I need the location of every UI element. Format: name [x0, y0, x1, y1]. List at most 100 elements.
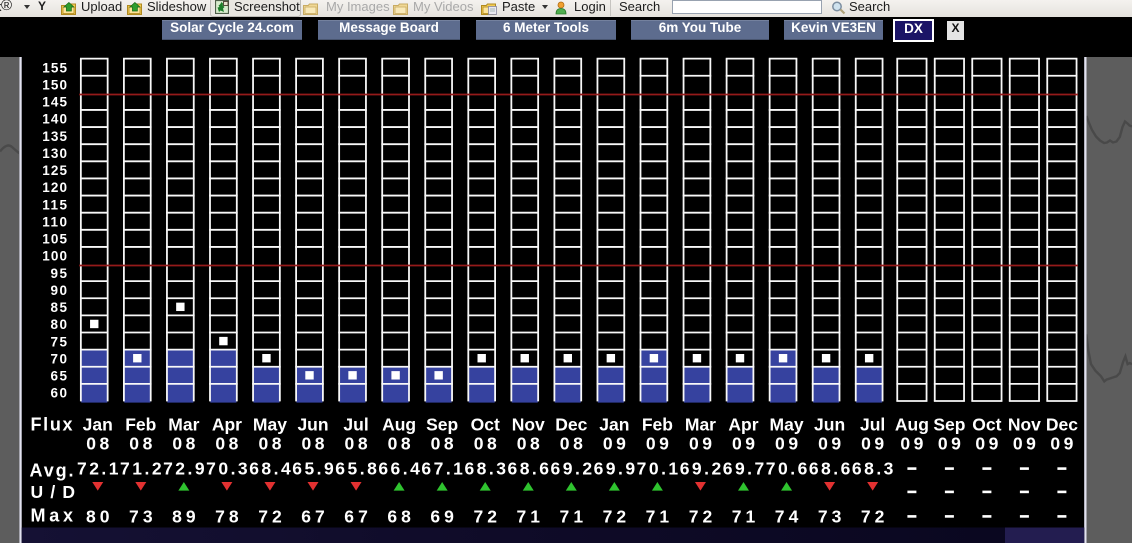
svg-text:Avg.: Avg.	[30, 461, 74, 481]
svg-text:Jul: Jul	[343, 414, 368, 434]
svg-text:71: 71	[560, 507, 584, 527]
svg-text:85: 85	[51, 300, 68, 315]
svg-text:May: May	[253, 414, 287, 434]
svg-text:73: 73	[818, 507, 842, 527]
svg-text:Nov: Nov	[512, 414, 545, 434]
svg-text:08: 08	[302, 434, 325, 454]
svg-text:90: 90	[51, 283, 68, 298]
svg-text:09: 09	[975, 434, 998, 454]
svg-text:67: 67	[344, 507, 368, 527]
svg-text:65.9: 65.9	[292, 458, 334, 478]
svg-text:75: 75	[51, 334, 68, 349]
svg-text:Mar: Mar	[685, 414, 716, 434]
svg-text:73: 73	[129, 507, 153, 527]
svg-text:70.1: 70.1	[637, 458, 679, 478]
svg-text:Feb: Feb	[642, 414, 673, 434]
svg-text:08: 08	[431, 434, 454, 454]
svg-text:72.1: 72.1	[77, 458, 119, 478]
svg-text:69.7: 69.7	[723, 458, 765, 478]
svg-text:68.4: 68.4	[249, 458, 291, 478]
svg-text:Aug: Aug	[382, 414, 416, 434]
svg-text:70: 70	[51, 351, 68, 366]
svg-text:80: 80	[51, 317, 68, 332]
svg-text:U / D: U / D	[31, 482, 76, 502]
svg-text:Jan: Jan	[83, 414, 113, 434]
svg-text:110: 110	[42, 214, 67, 229]
svg-text:Apr: Apr	[728, 414, 758, 434]
svg-text:65: 65	[51, 369, 68, 384]
svg-text:08: 08	[258, 434, 281, 454]
svg-text:08: 08	[560, 434, 583, 454]
svg-text:69.9: 69.9	[594, 458, 636, 478]
svg-text:66.4: 66.4	[378, 458, 420, 478]
svg-text:89: 89	[172, 507, 196, 527]
svg-text:Max: Max	[31, 505, 74, 525]
svg-text:72: 72	[258, 507, 282, 527]
svg-text:71: 71	[517, 507, 541, 527]
svg-text:Nov: Nov	[1008, 414, 1041, 434]
svg-text:130: 130	[42, 146, 67, 161]
svg-text:68.6: 68.6	[508, 458, 550, 478]
svg-text:09: 09	[689, 434, 712, 454]
svg-text:69.2: 69.2	[551, 458, 593, 478]
svg-text:Dec: Dec	[555, 414, 587, 434]
svg-text:95: 95	[51, 266, 68, 281]
svg-text:Flux: Flux	[31, 414, 73, 434]
svg-text:71: 71	[732, 507, 756, 527]
svg-text:Jan: Jan	[599, 414, 629, 434]
svg-text:72.9: 72.9	[163, 458, 205, 478]
svg-text:08: 08	[388, 434, 411, 454]
svg-text:Jun: Jun	[814, 414, 845, 434]
svg-text:69: 69	[430, 507, 454, 527]
svg-text:Mar: Mar	[168, 414, 199, 434]
svg-text:68: 68	[387, 507, 411, 527]
svg-text:72: 72	[473, 507, 497, 527]
svg-text:09: 09	[732, 434, 755, 454]
svg-text:70.6: 70.6	[766, 458, 808, 478]
svg-text:125: 125	[42, 163, 67, 178]
svg-text:08: 08	[215, 434, 238, 454]
svg-text:Oct: Oct	[972, 414, 1001, 434]
svg-text:Oct: Oct	[471, 414, 500, 434]
svg-text:70.3: 70.3	[206, 458, 248, 478]
svg-text:09: 09	[646, 434, 669, 454]
svg-text:120: 120	[42, 180, 67, 195]
svg-text:78: 78	[215, 507, 239, 527]
svg-text:71: 71	[646, 507, 670, 527]
svg-text:68.6: 68.6	[809, 458, 851, 478]
svg-text:09: 09	[818, 434, 841, 454]
svg-text:67.1: 67.1	[421, 458, 463, 478]
svg-text:105: 105	[42, 232, 67, 247]
svg-text:09: 09	[603, 434, 626, 454]
svg-text:Sep: Sep	[426, 414, 458, 434]
svg-text:135: 135	[42, 129, 67, 144]
svg-text:80: 80	[86, 507, 110, 527]
svg-text:Sep: Sep	[933, 414, 965, 434]
svg-text:08: 08	[345, 434, 368, 454]
svg-text:09: 09	[938, 434, 961, 454]
svg-text:145: 145	[42, 95, 67, 110]
svg-text:09: 09	[1013, 434, 1036, 454]
svg-text:09: 09	[775, 434, 798, 454]
svg-text:72: 72	[689, 507, 713, 527]
svg-text:69.2: 69.2	[680, 458, 722, 478]
svg-text:Jun: Jun	[297, 414, 328, 434]
svg-text:68.3: 68.3	[464, 458, 506, 478]
svg-text:115: 115	[42, 197, 67, 212]
svg-text:09: 09	[900, 434, 923, 454]
svg-text:May: May	[770, 414, 804, 434]
svg-text:Apr: Apr	[212, 414, 242, 434]
svg-text:60: 60	[51, 386, 68, 401]
svg-text:09: 09	[1050, 434, 1073, 454]
svg-text:155: 155	[42, 60, 67, 75]
svg-text:08: 08	[474, 434, 497, 454]
svg-text:72: 72	[861, 507, 885, 527]
svg-text:Dec: Dec	[1046, 414, 1078, 434]
svg-text:67: 67	[301, 507, 325, 527]
svg-text:Aug: Aug	[895, 414, 929, 434]
svg-text:74: 74	[775, 507, 799, 527]
svg-text:68.3: 68.3	[852, 458, 894, 478]
svg-text:65.8: 65.8	[335, 458, 377, 478]
svg-text:72: 72	[603, 507, 627, 527]
svg-text:Jul: Jul	[860, 414, 885, 434]
